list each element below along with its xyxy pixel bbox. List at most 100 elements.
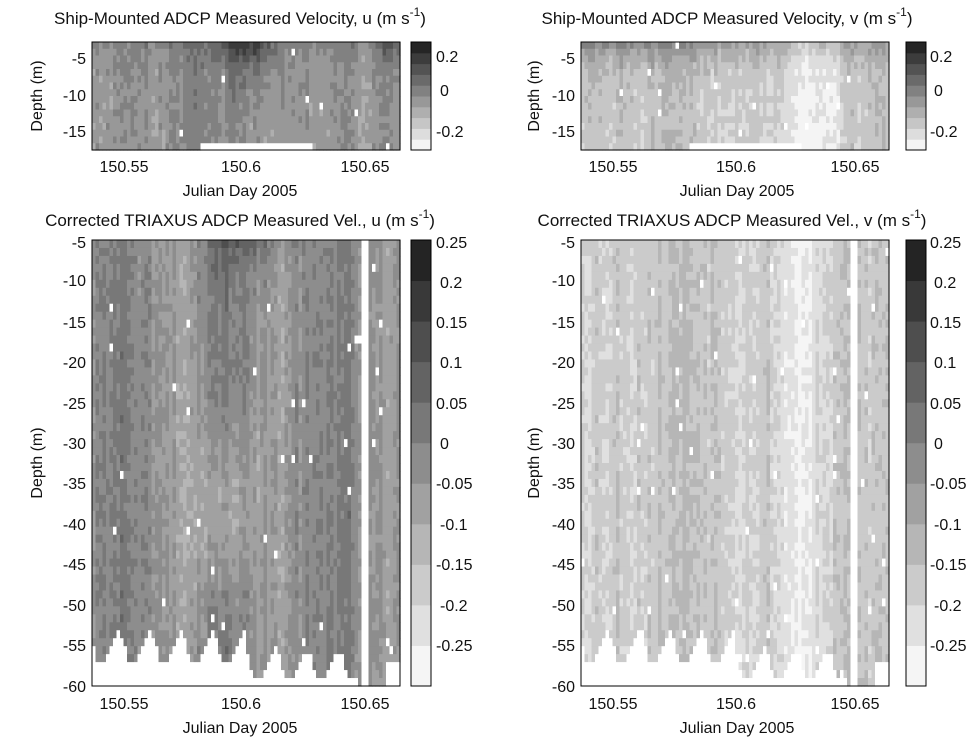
heatmap-cell (92, 542, 97, 552)
heatmap-cell (141, 351, 146, 361)
heatmap-cell (127, 502, 132, 512)
heatmap-cell (204, 542, 209, 552)
heatmap-cell (176, 622, 181, 631)
heatmap-cell (109, 240, 114, 249)
heatmap-cell (864, 96, 869, 104)
heatmap-cell (162, 494, 167, 504)
heatmap-cell (864, 42, 869, 50)
heatmap-cell (106, 439, 111, 448)
x-tick-label: 150.6 (716, 159, 756, 176)
heatmap-cell (169, 75, 174, 84)
heatmap-cell (630, 82, 635, 90)
heatmap-cell (221, 518, 226, 528)
heatmap-cell (616, 129, 621, 138)
heatmap-cell (127, 311, 132, 321)
heatmap-cell (113, 550, 118, 560)
heatmap-cell (291, 116, 296, 124)
heatmap-cell (92, 638, 97, 647)
heatmap-cell (165, 391, 170, 400)
heatmap-cell (176, 447, 181, 456)
heatmap-cell (95, 447, 100, 456)
heatmap-cell (130, 470, 135, 480)
heatmap-cell (130, 502, 135, 512)
heatmap-cell (197, 431, 202, 440)
heatmap-cell (106, 598, 111, 607)
heatmap-cell (204, 75, 209, 84)
heatmap-cell (193, 662, 198, 671)
heatmap-cell (218, 622, 223, 631)
heatmap-cell (200, 327, 205, 337)
heatmap-cell (155, 590, 160, 599)
heatmap-cell (386, 75, 391, 84)
heatmap-cell (211, 574, 216, 584)
heatmap-cell (277, 123, 282, 131)
heatmap-cell (626, 48, 631, 57)
heatmap-cell (106, 670, 111, 679)
heatmap-cell (372, 96, 377, 104)
heatmap-cell (640, 143, 645, 151)
heatmap-cell (102, 526, 107, 536)
heatmap-cell (92, 654, 97, 663)
heatmap-cell (106, 319, 111, 329)
heatmap-cell (759, 75, 764, 84)
heatmap-cell (616, 89, 621, 97)
heatmap-cell (99, 343, 104, 353)
heatmap-cell (106, 654, 111, 663)
heatmap-cell (211, 75, 216, 84)
heatmap-cell (875, 102, 880, 111)
heatmap-cell (207, 240, 212, 249)
heatmap-cell (696, 62, 701, 70)
heatmap-cell (871, 48, 876, 57)
heatmap-cell (312, 55, 317, 63)
heatmap-cell (169, 542, 174, 552)
heatmap-cell (218, 542, 223, 552)
heatmap-cell (148, 590, 153, 599)
heatmap-grid (581, 42, 890, 151)
heatmap-cell (155, 542, 160, 552)
heatmap-cell (372, 69, 377, 77)
heatmap-cell (780, 136, 785, 144)
heatmap-cell (102, 574, 107, 584)
heatmap-cell (127, 303, 132, 313)
heatmap-cell (612, 129, 617, 138)
heatmap-cell (113, 662, 118, 671)
heatmap-cell (158, 62, 163, 70)
heatmap-cell (623, 69, 628, 77)
heatmap-cell (221, 48, 226, 57)
heatmap-cell (302, 89, 307, 97)
heatmap-cell (598, 123, 603, 131)
heatmap-cell (882, 102, 887, 111)
heatmap-cell (288, 143, 293, 151)
heatmap-cell (850, 116, 855, 124)
heatmap-cell (148, 534, 153, 544)
heatmap-cell (808, 129, 813, 138)
heatmap-cell (591, 89, 596, 97)
heatmap-cell (106, 48, 111, 57)
heatmap-cell (389, 116, 394, 124)
heatmap-cell (850, 75, 855, 84)
heatmap-cell (382, 69, 387, 77)
heatmap-cell (148, 69, 153, 77)
heatmap-cell (179, 582, 184, 592)
heatmap-cell (130, 447, 135, 456)
heatmap-cell (312, 42, 317, 50)
heatmap-cell (134, 109, 139, 117)
heatmap-cell (204, 391, 209, 400)
heatmap-cell (882, 136, 887, 144)
heatmap-cell (868, 129, 873, 138)
heatmap-cell (214, 48, 219, 57)
heatmap-cell (155, 606, 160, 615)
heatmap-cell (605, 96, 610, 104)
heatmap-cell (116, 82, 121, 90)
heatmap-cell (305, 129, 310, 138)
heatmap-cell (165, 478, 170, 488)
heatmap-cell (92, 630, 97, 639)
heatmap-cell (815, 143, 820, 151)
heatmap-cell (323, 75, 328, 84)
heatmap-cell (239, 109, 244, 117)
heatmap-cell (819, 89, 824, 97)
heatmap-cell (228, 75, 233, 84)
heatmap-cell (218, 478, 223, 488)
heatmap-cell (731, 116, 736, 124)
heatmap-cell (260, 48, 265, 57)
